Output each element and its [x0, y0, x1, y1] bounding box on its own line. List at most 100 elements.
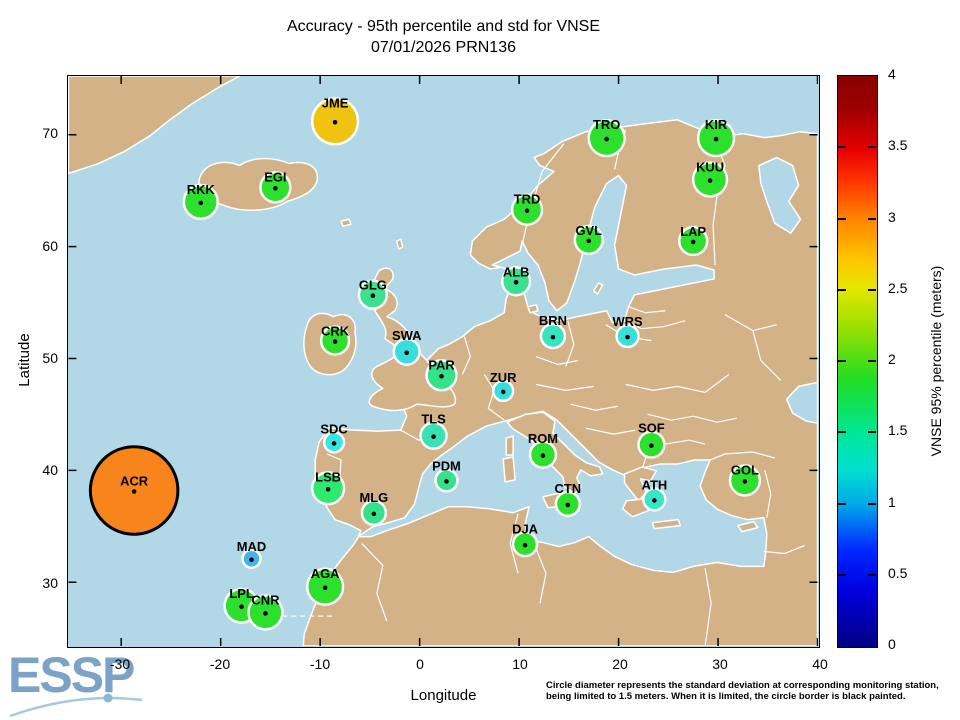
station-label-CNR: CNR	[251, 592, 280, 607]
station-PDM: PDM	[432, 458, 461, 493]
station-label-TRO: TRO	[593, 117, 620, 132]
footnote: Circle diameter represents the standard …	[546, 680, 958, 702]
colorbar-tick	[868, 217, 876, 220]
station-label-CTN: CTN	[555, 481, 582, 496]
station-label-EGI: EGI	[264, 169, 286, 184]
colorbar-tick	[868, 431, 876, 434]
station-dot	[500, 389, 506, 395]
station-SWA: SWA	[392, 328, 421, 366]
station-DJA: DJA	[511, 521, 539, 558]
station-LAP: LAP	[678, 224, 709, 257]
colorbar-tick-label: 2.5	[888, 279, 908, 296]
x-tick-label: 10	[512, 656, 528, 672]
colorbar-tick	[838, 360, 846, 362]
colorbar-tick	[838, 431, 846, 434]
land-peloponnese	[621, 498, 650, 518]
colorbar-tick-label: 0	[888, 636, 896, 652]
station-KIR: KIR	[696, 117, 736, 158]
station-dot	[263, 611, 268, 616]
station-dot	[322, 585, 328, 590]
essp-logo-swoosh-icon	[9, 693, 143, 718]
land-faroe	[340, 218, 352, 227]
station-label-MLG: MLG	[360, 490, 389, 505]
station-label-KUU: KUU	[696, 160, 724, 175]
station-ZUR: ZUR	[490, 370, 517, 403]
station-dot	[586, 238, 592, 244]
station-label-PAR: PAR	[428, 357, 455, 372]
station-dot	[649, 443, 654, 448]
station-dot	[522, 542, 528, 548]
station-dot	[239, 604, 244, 610]
colorbar-tick	[868, 146, 876, 149]
station-label-LSB: LSB	[315, 469, 341, 484]
x-tick-label: -20	[209, 656, 231, 672]
station-EGI: EGI	[259, 169, 292, 204]
x-tick-label: 40	[812, 656, 828, 672]
sea-black-sea	[785, 381, 818, 424]
station-dot	[131, 489, 137, 494]
y-tick-label: 50	[42, 349, 58, 366]
station-dot	[604, 136, 609, 142]
colorbar-tick-label: 3.5	[888, 137, 908, 154]
station-dot	[550, 334, 556, 340]
station-dot	[565, 502, 571, 508]
station-dot	[331, 441, 337, 446]
station-TLS: TLS	[419, 412, 448, 450]
essp-logo: ESSP	[8, 646, 158, 718]
station-dot	[325, 486, 331, 492]
station-CRK: CRK	[319, 324, 351, 356]
station-label-TRD: TRD	[514, 192, 541, 207]
station-TRD: TRD	[510, 192, 544, 226]
station-AGA: AGA	[305, 566, 345, 606]
station-MAD: MAD	[237, 539, 266, 569]
colorbar-tick	[838, 146, 846, 149]
footnote-line2: being limited to 1.5 meters. When it is …	[546, 690, 906, 702]
station-label-CRK: CRK	[321, 324, 350, 339]
colorbar-title: VNSE 95% percentile (meters)	[928, 265, 944, 457]
colorbar-tick	[868, 502, 876, 505]
colorbar-tick-label: 3	[888, 208, 896, 225]
station-label-SWA: SWA	[392, 328, 421, 343]
station-dot	[439, 373, 444, 379]
station-dot	[332, 339, 338, 344]
footnote-line1: Circle diameter represents the standard …	[546, 680, 939, 691]
station-label-WRS: WRS	[612, 314, 643, 329]
chart-title-line2: 07/01/2026 PRN136	[371, 39, 516, 56]
station-dot	[524, 208, 530, 213]
station-label-DJA: DJA	[512, 521, 538, 536]
station-label-PDM: PDM	[432, 458, 461, 473]
land-zealand	[527, 304, 539, 314]
station-label-RKK: RKK	[187, 182, 216, 197]
station-dot	[370, 293, 376, 298]
station-dot	[332, 120, 338, 125]
station-dot	[371, 511, 377, 517]
station-SDC: SDC	[320, 421, 348, 454]
station-dot	[431, 434, 436, 439]
colorbar-tick	[838, 288, 846, 291]
station-label-GVL: GVL	[575, 223, 602, 238]
station-dot	[249, 557, 254, 563]
station-ALB: ALB	[500, 264, 532, 297]
station-dot	[513, 279, 519, 285]
station-label-ZUR: ZUR	[490, 370, 517, 385]
y-tick-label: 30	[42, 574, 58, 591]
station-RKK: RKK	[182, 182, 219, 221]
station-label-ROM: ROM	[528, 431, 558, 446]
station-PAR: PAR	[425, 357, 458, 392]
colorbar-tick-label: 1.5	[888, 422, 908, 439]
colorbar-tick-label: 4	[888, 66, 896, 82]
y-tick-label: 70	[42, 125, 58, 142]
station-WRS: WRS	[612, 314, 643, 349]
axis-ticks	[68, 76, 818, 646]
colorbar-tick-label: 1	[888, 493, 896, 510]
station-MLG: MLG	[360, 490, 389, 527]
chart-title: Accuracy - 95th percentile and std for V…	[67, 16, 820, 58]
station-markers: JME TRO KIR KUU EGI RKK TRD GVL LAP ALB GLG BRN WRS C…	[88, 95, 762, 631]
station-GVL: GVL	[573, 223, 604, 256]
x-tick-label: 20	[612, 656, 628, 672]
x-tick-label: 0	[416, 656, 424, 672]
station-label-ACR: ACR	[120, 474, 149, 489]
station-CNR: CNR	[247, 592, 284, 631]
colorbar	[837, 75, 878, 648]
chart-title-line1: Accuracy - 95th percentile and std for V…	[286, 18, 601, 35]
